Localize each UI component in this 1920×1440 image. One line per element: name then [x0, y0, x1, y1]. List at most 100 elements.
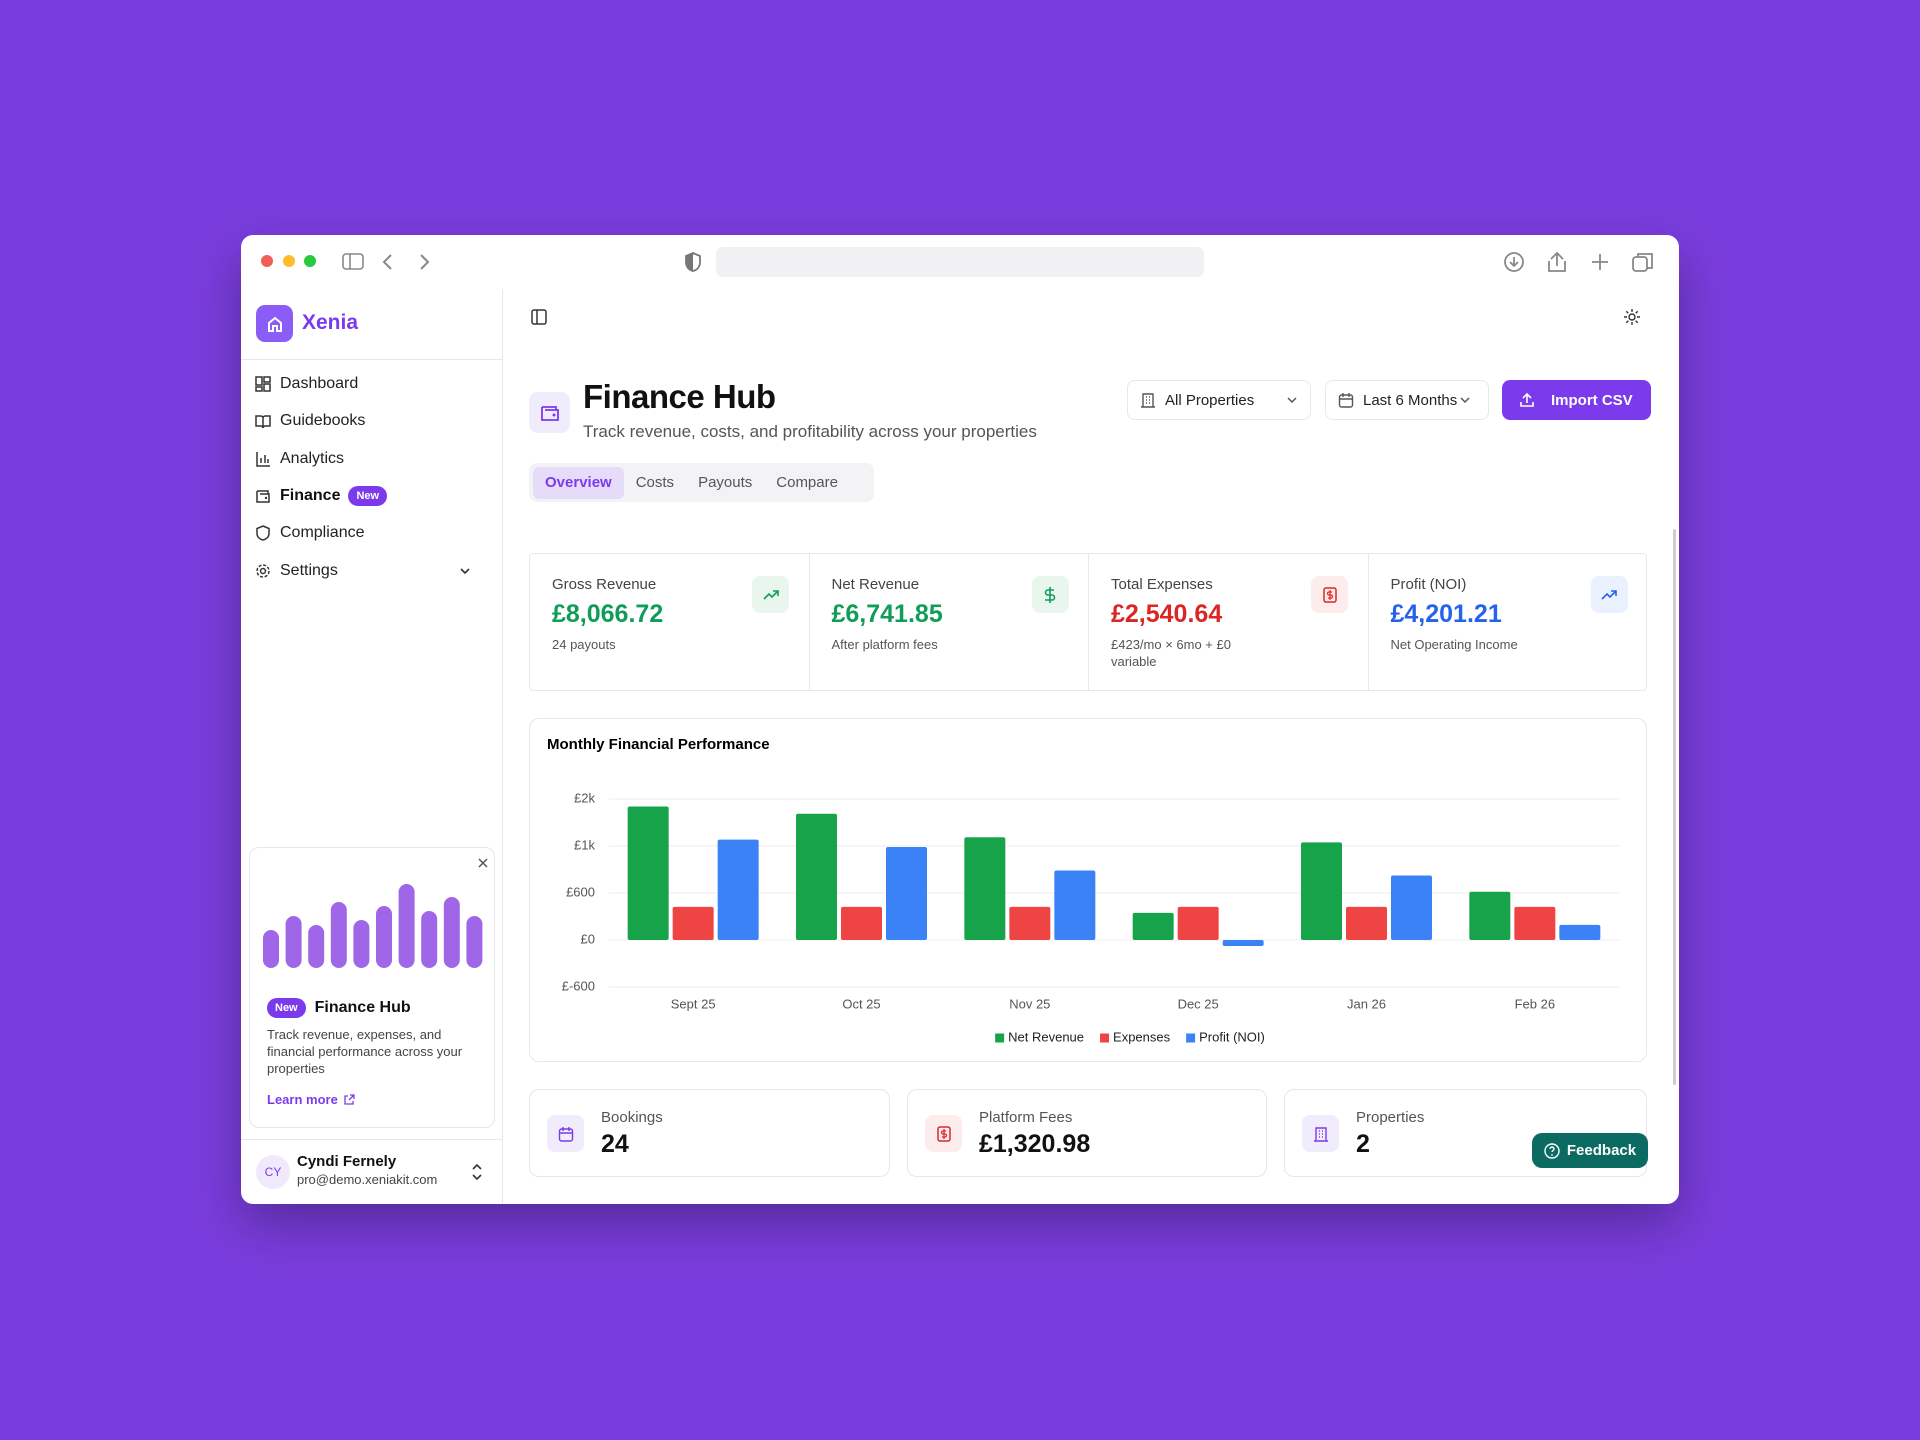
- kpi-note: After platform fees: [831, 637, 938, 652]
- bar: [1346, 906, 1387, 940]
- kpi-note: 24 payouts: [552, 637, 616, 652]
- kpi-label: Net Revenue: [831, 576, 920, 593]
- bar: [1009, 906, 1051, 940]
- user-menu[interactable]: [471, 1163, 483, 1181]
- kpi-card: Profit (NOI) £4,201.21 Net Operating Incom…: [1369, 554, 1647, 690]
- nav-label: Compliance: [280, 524, 365, 541]
- nav-item[interactable]: Finance New: [255, 479, 489, 513]
- stat-value: 2: [1356, 1130, 1370, 1158]
- learn-more[interactable]: Learn more: [267, 1092, 355, 1107]
- kpi-icon: [1311, 576, 1348, 613]
- nav-icon: [256, 452, 270, 467]
- chevron: [1460, 397, 1470, 404]
- promo-heading: New Finance Hub: [267, 998, 411, 1018]
- chart-card: Monthly Financial Performance £-600 £0 £60…: [529, 718, 1647, 1062]
- y-tick-label: £1k: [574, 837, 595, 852]
- import-button[interactable]: Import CSV: [1502, 380, 1651, 420]
- divider: [241, 1139, 503, 1140]
- scrollbar[interactable]: [1673, 529, 1676, 1085]
- tab[interactable]: Payouts: [698, 474, 753, 491]
- bar: [964, 837, 1006, 940]
- kpi-label: Total Expenses: [1111, 576, 1213, 593]
- stat-card: Bookings 24: [529, 1089, 890, 1177]
- theme-toggle[interactable]: [1624, 309, 1640, 325]
- help-icon: [1544, 1142, 1560, 1159]
- stat-value: £1,320.98: [979, 1130, 1091, 1158]
- brand: Xenia: [302, 311, 359, 334]
- nav-label: Analytics: [280, 450, 345, 467]
- zoom-dot[interactable]: [304, 255, 316, 267]
- promo-graphic: [263, 884, 483, 968]
- tabs: Overview Costs Payouts Compare: [529, 463, 874, 502]
- url-bar[interactable]: [716, 247, 1204, 277]
- title-icon: [529, 392, 570, 433]
- kpi-label: Gross Revenue: [552, 576, 657, 593]
- close-icon[interactable]: [478, 858, 488, 868]
- stat-label: Bookings: [601, 1109, 663, 1126]
- nav-item[interactable]: Compliance: [255, 516, 489, 550]
- new-badge: New: [267, 998, 306, 1018]
- x-tick-label: Dec 25: [1178, 996, 1219, 1011]
- close-dot[interactable]: [261, 255, 273, 267]
- kpi-value: £6,741.85: [831, 600, 943, 628]
- x-tick-label: Oct 25: [842, 996, 880, 1011]
- y-tick-label: £2k: [574, 790, 595, 805]
- stat-icon: [547, 1115, 584, 1152]
- toolbar-actions[interactable]: [1503, 249, 1663, 275]
- stat-card: Platform Fees £1,320.98: [907, 1089, 1267, 1177]
- bar: [796, 813, 837, 940]
- period-filter[interactable]: Last 6 Months: [1325, 380, 1489, 420]
- tab[interactable]: Costs: [635, 474, 675, 491]
- minimize-dot[interactable]: [283, 255, 295, 267]
- nav-icon: [256, 490, 270, 503]
- legend-swatch: [995, 1033, 1005, 1043]
- feedback-label: Feedback: [1566, 1142, 1637, 1159]
- tab[interactable]: Compare: [776, 474, 838, 491]
- bar: [886, 846, 927, 940]
- kpi-value: £4,201.21: [1390, 600, 1502, 628]
- y-tick-label: £-600: [562, 978, 595, 993]
- user-email: pro@demo.xeniakit.com: [297, 1172, 438, 1187]
- kpi-note: Net Operating Income: [1390, 637, 1518, 652]
- kpi-icon: [752, 576, 789, 613]
- tab[interactable]: Overview: [533, 466, 624, 499]
- button-label: Import CSV: [1551, 391, 1633, 409]
- bar: [1559, 924, 1601, 940]
- legend-swatch: [1100, 1033, 1110, 1043]
- nav-item[interactable]: Analytics: [255, 442, 489, 476]
- nav-icon: [256, 564, 270, 578]
- upload-icon: [1520, 392, 1534, 407]
- promo-text: Track revenue, expenses, and financial p…: [267, 1027, 463, 1076]
- nav-icon: [255, 415, 271, 429]
- browser-window: Xenia Dashboard Guidebooks Analytics Fin…: [241, 235, 1679, 1204]
- nav-item[interactable]: Settings: [255, 554, 489, 588]
- kpi-value: £2,540.64: [1111, 600, 1223, 628]
- nav-label: Guidebooks: [280, 412, 366, 429]
- link-text: Learn more: [267, 1092, 338, 1107]
- feedback-button[interactable]: Feedback: [1532, 1133, 1648, 1168]
- x-tick-label: Nov 25: [1009, 996, 1050, 1011]
- kpi-icon: [1590, 576, 1628, 613]
- nav-item[interactable]: Dashboard: [255, 367, 489, 401]
- legend-swatch: [1186, 1033, 1196, 1043]
- kpi-card: Total Expenses £2,540.64 £423/mo × 6mo + £…: [1089, 554, 1369, 690]
- stat-icon: [1302, 1115, 1339, 1152]
- chart: Monthly Financial Performance £-600 £0 £60…: [547, 736, 1619, 1044]
- page-title: Finance Hub: [583, 378, 776, 415]
- property-filter[interactable]: All Properties: [1127, 380, 1311, 420]
- toolbar-icons[interactable]: [341, 251, 501, 273]
- nav-item[interactable]: Guidebooks: [255, 404, 489, 438]
- bar: [1222, 940, 1264, 946]
- kpi-icon: [1031, 576, 1069, 613]
- x-tick-label: Jan 26: [1347, 996, 1386, 1011]
- sidebar-toggle[interactable]: [531, 309, 547, 325]
- nav-label: Finance: [280, 487, 341, 504]
- divider: [241, 359, 503, 360]
- calendar-icon: [1338, 393, 1354, 408]
- nav-icon: [255, 376, 271, 392]
- bar: [1469, 891, 1511, 940]
- page-subtitle: Track revenue, costs, and profitability …: [583, 422, 1037, 441]
- kpi-label: Profit (NOI): [1390, 576, 1467, 593]
- bar: [1301, 842, 1342, 940]
